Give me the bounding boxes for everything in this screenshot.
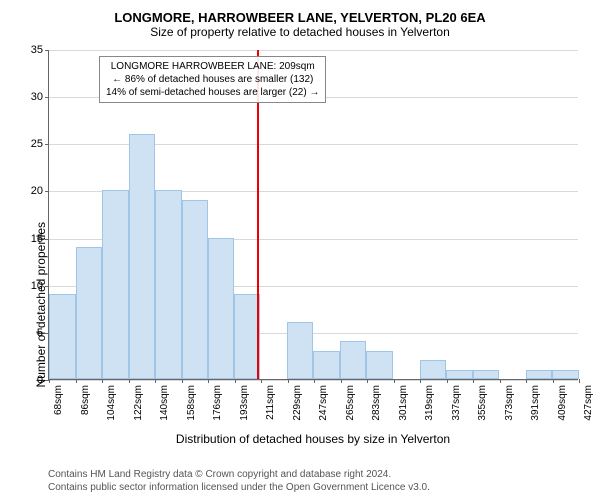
x-tick bbox=[102, 379, 103, 383]
x-tick-label: 337sqm bbox=[451, 385, 462, 421]
x-tick bbox=[473, 379, 474, 383]
x-tick-label: 193sqm bbox=[239, 385, 250, 421]
x-tick-label: 140sqm bbox=[159, 385, 170, 421]
histogram-bar bbox=[49, 294, 76, 379]
x-tick-label: 86sqm bbox=[80, 385, 91, 415]
x-tick bbox=[76, 379, 77, 383]
x-tick-label: 229sqm bbox=[292, 385, 303, 421]
x-tick bbox=[500, 379, 501, 383]
histogram-bar bbox=[234, 294, 261, 379]
histogram-bar bbox=[526, 370, 553, 379]
x-tick bbox=[579, 379, 580, 383]
x-tick bbox=[49, 379, 50, 383]
x-tick-label: 104sqm bbox=[106, 385, 117, 421]
histogram-bar bbox=[76, 247, 103, 379]
x-tick-label: 122sqm bbox=[133, 385, 144, 421]
histogram-bar bbox=[420, 360, 447, 379]
x-tick bbox=[208, 379, 209, 383]
y-axis-label: Number of detached properties bbox=[34, 222, 48, 387]
histogram-bar bbox=[287, 322, 314, 379]
x-tick bbox=[182, 379, 183, 383]
x-tick-label: 283sqm bbox=[371, 385, 382, 421]
chart-title: LONGMORE, HARROWBEER LANE, YELVERTON, PL… bbox=[10, 10, 590, 25]
x-tick bbox=[394, 379, 395, 383]
x-tick bbox=[526, 379, 527, 383]
chart-container: LONGMORE, HARROWBEER LANE, YELVERTON, PL… bbox=[0, 0, 600, 500]
histogram-bar bbox=[473, 370, 500, 379]
annotation-box: LONGMORE HARROWBEER LANE: 209sqm← 86% of… bbox=[99, 56, 326, 103]
plot-area: 0510152025303568sqm86sqm104sqm122sqm140s… bbox=[48, 50, 578, 380]
histogram-bar bbox=[552, 370, 579, 379]
histogram-bar bbox=[102, 190, 129, 379]
x-axis-label: Distribution of detached houses by size … bbox=[48, 432, 578, 446]
y-tick-label: 30 bbox=[19, 91, 49, 103]
x-tick bbox=[420, 379, 421, 383]
annotation-line: 14% of semi-detached houses are larger (… bbox=[106, 86, 319, 99]
y-tick-label: 25 bbox=[19, 138, 49, 150]
x-tick bbox=[288, 379, 289, 383]
histogram-bar bbox=[446, 370, 473, 379]
histogram-bar bbox=[208, 238, 233, 379]
x-tick bbox=[553, 379, 554, 383]
x-tick bbox=[235, 379, 236, 383]
y-tick-label: 35 bbox=[19, 44, 49, 56]
x-tick-label: 265sqm bbox=[345, 385, 356, 421]
chart-subtitle: Size of property relative to detached ho… bbox=[10, 25, 590, 39]
annotation-line: LONGMORE HARROWBEER LANE: 209sqm bbox=[106, 60, 319, 73]
x-tick bbox=[129, 379, 130, 383]
x-tick bbox=[261, 379, 262, 383]
histogram-bar bbox=[129, 134, 156, 379]
x-tick-label: 355sqm bbox=[477, 385, 488, 421]
histogram-bar bbox=[155, 190, 182, 379]
attribution: Contains HM Land Registry data © Crown c… bbox=[48, 468, 430, 494]
x-tick bbox=[314, 379, 315, 383]
x-tick-label: 68sqm bbox=[53, 385, 64, 415]
x-tick bbox=[341, 379, 342, 383]
x-tick bbox=[367, 379, 368, 383]
x-tick bbox=[447, 379, 448, 383]
histogram-bar bbox=[313, 351, 340, 379]
x-tick-label: 319sqm bbox=[424, 385, 435, 421]
x-tick bbox=[155, 379, 156, 383]
x-tick-label: 391sqm bbox=[530, 385, 541, 421]
gridline bbox=[49, 50, 578, 51]
histogram-bar bbox=[340, 341, 367, 379]
attribution-line1: Contains HM Land Registry data © Crown c… bbox=[48, 468, 430, 481]
attribution-line2: Contains public sector information licen… bbox=[48, 481, 430, 494]
x-tick-label: 158sqm bbox=[186, 385, 197, 421]
x-tick-label: 301sqm bbox=[398, 385, 409, 421]
histogram-bar bbox=[182, 200, 209, 379]
x-tick-label: 176sqm bbox=[212, 385, 223, 421]
x-tick-label: 427sqm bbox=[583, 385, 594, 421]
histogram-bar bbox=[366, 351, 393, 379]
x-tick-label: 409sqm bbox=[557, 385, 568, 421]
x-tick-label: 211sqm bbox=[265, 385, 276, 420]
x-tick-label: 247sqm bbox=[318, 385, 329, 421]
annotation-line: ← 86% of detached houses are smaller (13… bbox=[106, 73, 319, 86]
x-tick-label: 373sqm bbox=[504, 385, 515, 421]
y-tick-label: 20 bbox=[19, 185, 49, 197]
